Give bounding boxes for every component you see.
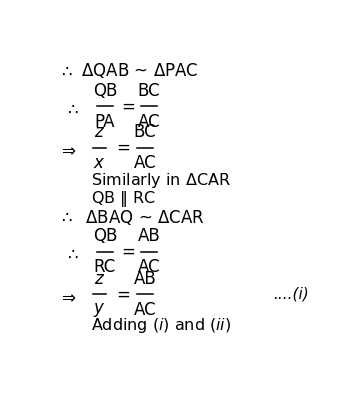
Text: $\Rightarrow$: $\Rightarrow$: [58, 141, 76, 159]
Text: Similarly in $\Delta$CAR: Similarly in $\Delta$CAR: [91, 171, 231, 190]
Text: Adding ($i$) and ($ii$): Adding ($i$) and ($ii$): [91, 316, 231, 335]
Text: BC: BC: [133, 123, 156, 141]
Text: AB: AB: [133, 270, 156, 288]
Text: RC: RC: [94, 258, 116, 276]
Text: AC: AC: [133, 154, 156, 172]
Text: $\therefore$: $\therefore$: [58, 62, 73, 79]
Text: QB: QB: [93, 227, 117, 245]
Text: QB: QB: [93, 82, 117, 100]
Text: $\Delta$QAB ~ $\Delta$PAC: $\Delta$QAB ~ $\Delta$PAC: [76, 61, 198, 80]
Text: =: =: [121, 97, 135, 116]
Text: ....(i): ....(i): [273, 287, 308, 302]
Text: AB: AB: [137, 227, 160, 245]
Text: $\therefore$: $\therefore$: [64, 245, 78, 263]
Text: =: =: [121, 243, 135, 260]
Text: AC: AC: [138, 113, 160, 131]
Text: $\Rightarrow$: $\Rightarrow$: [58, 288, 76, 306]
Text: =: =: [116, 139, 130, 156]
Text: $z$: $z$: [94, 123, 105, 141]
Text: =: =: [116, 285, 130, 303]
Text: $\therefore$: $\therefore$: [64, 100, 78, 118]
Text: QB $\|$ RC: QB $\|$ RC: [91, 189, 156, 209]
Text: AC: AC: [138, 258, 160, 276]
Text: $z$: $z$: [94, 270, 105, 288]
Text: PA: PA: [95, 113, 115, 131]
Text: AC: AC: [133, 301, 156, 319]
Text: $x$: $x$: [93, 154, 105, 172]
Text: $\therefore$  $\Delta$BAQ ~ $\Delta$CAR: $\therefore$ $\Delta$BAQ ~ $\Delta$CAR: [58, 208, 205, 227]
Text: BC: BC: [138, 82, 160, 100]
Text: $y$: $y$: [93, 301, 106, 319]
